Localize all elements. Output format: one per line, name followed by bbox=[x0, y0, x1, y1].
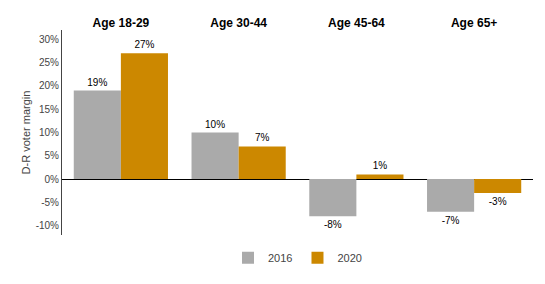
svg-text:1%: 1% bbox=[373, 160, 388, 171]
svg-text:7%: 7% bbox=[255, 132, 270, 143]
svg-text:10%: 10% bbox=[39, 127, 59, 138]
svg-text:Age 30-44: Age 30-44 bbox=[210, 16, 267, 30]
svg-text:5%: 5% bbox=[45, 150, 60, 161]
svg-text:-5%: -5% bbox=[41, 197, 59, 208]
svg-text:30%: 30% bbox=[39, 34, 59, 45]
svg-text:-10%: -10% bbox=[36, 220, 59, 231]
svg-text:-8%: -8% bbox=[324, 219, 342, 230]
svg-text:0%: 0% bbox=[45, 174, 60, 185]
svg-text:Age 18-29: Age 18-29 bbox=[93, 16, 150, 30]
svg-text:-7%: -7% bbox=[442, 215, 460, 226]
svg-text:D-R voter margin: D-R voter margin bbox=[20, 91, 32, 175]
svg-text:15%: 15% bbox=[39, 104, 59, 115]
svg-text:2020: 2020 bbox=[337, 252, 361, 264]
svg-text:2016: 2016 bbox=[268, 252, 292, 264]
svg-text:Age 65+: Age 65+ bbox=[451, 16, 497, 30]
svg-text:25%: 25% bbox=[39, 57, 59, 68]
svg-text:10%: 10% bbox=[205, 119, 225, 130]
svg-text:-3%: -3% bbox=[489, 196, 507, 207]
svg-text:20%: 20% bbox=[39, 80, 59, 91]
svg-text:27%: 27% bbox=[134, 39, 154, 50]
svg-text:Age 45-64: Age 45-64 bbox=[328, 16, 385, 30]
svg-text:19%: 19% bbox=[87, 77, 107, 88]
